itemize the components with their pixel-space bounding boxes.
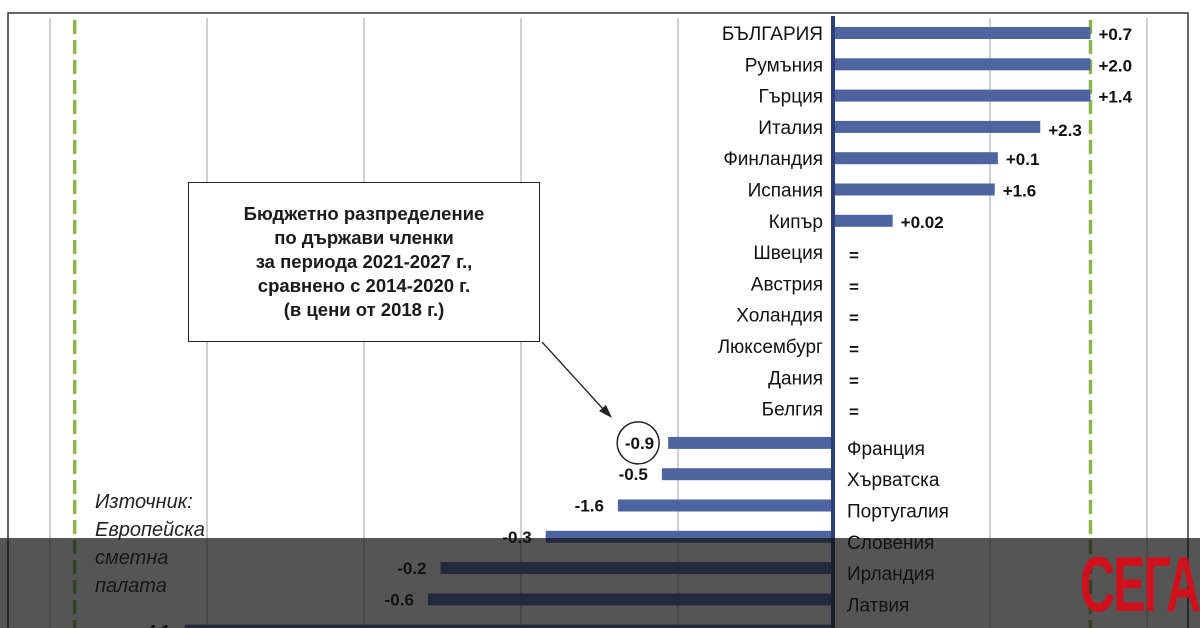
title-line: по държави членки	[274, 227, 454, 248]
title-line: (в цени от 2018 г.)	[283, 299, 445, 320]
data-label: +2.0	[1098, 56, 1132, 75]
data-label: -0.9	[625, 434, 654, 453]
bar	[661, 468, 833, 481]
data-label: +1.6	[1003, 182, 1037, 201]
bar	[833, 27, 1091, 39]
bar	[833, 214, 893, 227]
data-label: =	[849, 277, 859, 296]
category-label: Австрия	[751, 274, 823, 295]
data-label: =	[849, 246, 859, 265]
category-label: Испания	[748, 181, 823, 202]
bar	[668, 436, 833, 449]
title-line: сравнено с 2014-2020 г.	[257, 275, 471, 296]
category-label: Франция	[847, 439, 925, 460]
category-label: Португалия	[847, 502, 949, 523]
data-label: =	[849, 309, 859, 328]
data-label: -1.6	[575, 497, 604, 516]
chart-title-box: Бюджетно разпределение по държави членки з…	[188, 182, 540, 342]
chart-frame	[7, 12, 1189, 628]
source-line: Източник:	[95, 491, 193, 513]
bar	[833, 58, 1091, 71]
title-line: Бюджетно разпределение	[243, 203, 485, 224]
category-label: Финландия	[723, 149, 823, 170]
category-label: Кипър	[769, 212, 823, 233]
category-label: Румъния	[745, 55, 823, 76]
dark-overlay-band	[0, 538, 1200, 628]
category-label: БЪЛГАРИЯ	[722, 24, 823, 45]
data-label: =	[849, 340, 859, 359]
data-label: -0.5	[619, 465, 648, 484]
bar	[833, 152, 998, 165]
category-label: Люксембург	[718, 337, 823, 358]
bar	[833, 89, 1091, 102]
category-label: Гърция	[758, 87, 823, 108]
category-label: Швеция	[753, 243, 823, 264]
bar	[833, 120, 1041, 133]
bar	[833, 183, 995, 196]
highlight-circle	[616, 421, 660, 465]
category-label: Холандия	[736, 306, 823, 327]
category-label: Белгия	[762, 400, 823, 421]
source-line: Европейска	[95, 519, 205, 541]
category-label: Хърватска	[847, 470, 940, 491]
callout-arrow-line	[541, 341, 605, 411]
category-label: Италия	[758, 118, 823, 139]
data-label: +0.02	[901, 213, 944, 232]
data-label: =	[849, 371, 859, 390]
data-label: +0.7	[1098, 25, 1132, 44]
category-label: Дания	[768, 368, 823, 389]
data-label: +2.3	[1048, 121, 1082, 140]
title-line: за периода 2021-2027 г.,	[255, 251, 473, 272]
data-label: =	[849, 403, 859, 422]
sega-logo: СЕГА	[1080, 540, 1200, 628]
callout-arrowhead	[599, 405, 612, 418]
data-label: +1.4	[1098, 88, 1132, 107]
data-label: +0.1	[1006, 150, 1040, 169]
bar	[617, 499, 833, 512]
